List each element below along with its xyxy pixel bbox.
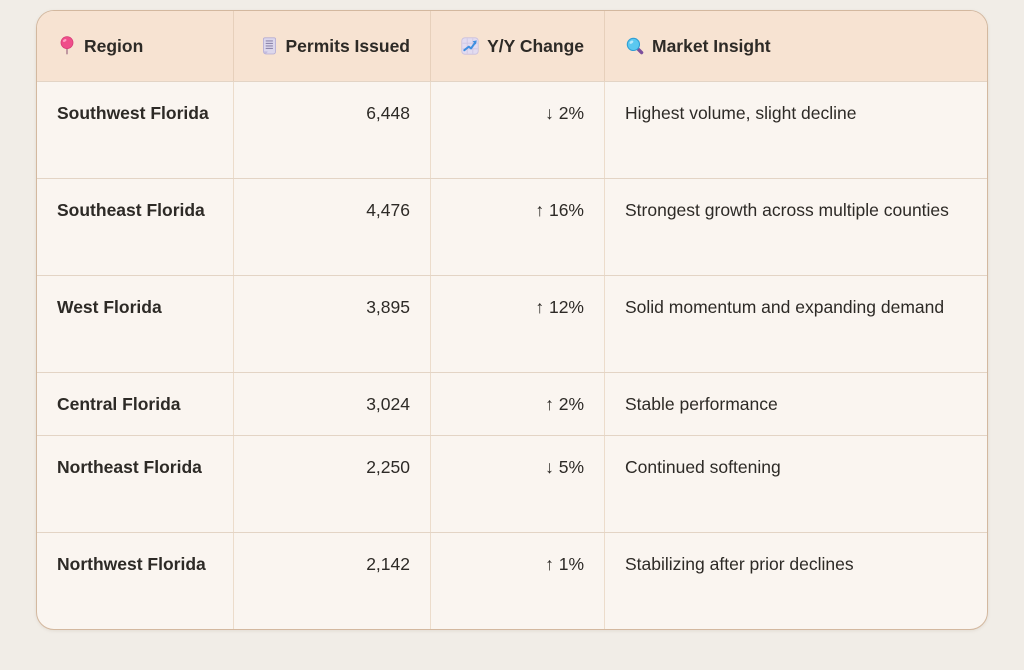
change-cell: ↑ 16% [430,179,604,275]
region-cell: Northwest Florida [57,554,206,574]
pushpin-icon [57,36,77,56]
region-cell: Southeast Florida [57,200,205,220]
chart-increasing-icon [460,36,480,56]
table-row: Southeast Florida 4,476 ↑ 16% Strongest … [37,178,987,275]
permits-cell: 4,476 [233,179,430,275]
change-cell: ↑ 1% [430,533,604,629]
permits-cell: 6,448 [233,82,430,178]
region-cell: Southwest Florida [57,103,209,123]
column-header-region: Region [37,11,233,81]
column-header-label: Permits Issued [285,36,411,56]
insight-cell: Solid momentum and expanding demand [604,276,987,372]
table-row: Central Florida 3,024 ↑ 2% Stable perfor… [37,372,987,435]
column-header-label: Region [84,36,144,56]
change-cell: ↓ 5% [430,436,604,532]
receipt-icon [259,36,279,56]
insight-cell: Stable performance [604,373,987,435]
column-header-permits: Permits Issued [233,11,430,81]
change-cell: ↑ 2% [430,373,604,435]
permits-cell: 2,250 [233,436,430,532]
region-cell: Central Florida [57,394,181,414]
table-row: Northwest Florida 2,142 ↑ 1% Stabilizing… [37,532,987,629]
column-header-change: Y/Y Change [430,11,604,81]
region-cell: West Florida [57,297,162,317]
permits-cell: 3,895 [233,276,430,372]
change-cell: ↑ 12% [430,276,604,372]
column-header-label: Y/Y Change [487,36,584,56]
insight-cell: Stabilizing after prior declines [604,533,987,629]
magnifier-icon [625,36,645,56]
insight-cell: Continued softening [604,436,987,532]
table-row: Northeast Florida 2,250 ↓ 5% Continued s… [37,435,987,532]
change-cell: ↓ 2% [430,82,604,178]
regional-permits-table: Region Permits Issued [36,10,988,630]
permits-cell: 2,142 [233,533,430,629]
insight-cell: Strongest growth across multiple countie… [604,179,987,275]
region-cell: Northeast Florida [57,457,202,477]
table-row: Southwest Florida 6,448 ↓ 2% Highest vol… [37,81,987,178]
column-header-label: Market Insight [652,36,771,56]
insight-cell: Highest volume, slight decline [604,82,987,178]
table-header-row: Region Permits Issued [37,11,987,81]
permits-cell: 3,024 [233,373,430,435]
table-row: West Florida 3,895 ↑ 12% Solid momentum … [37,275,987,372]
column-header-insight: Market Insight [604,11,987,81]
